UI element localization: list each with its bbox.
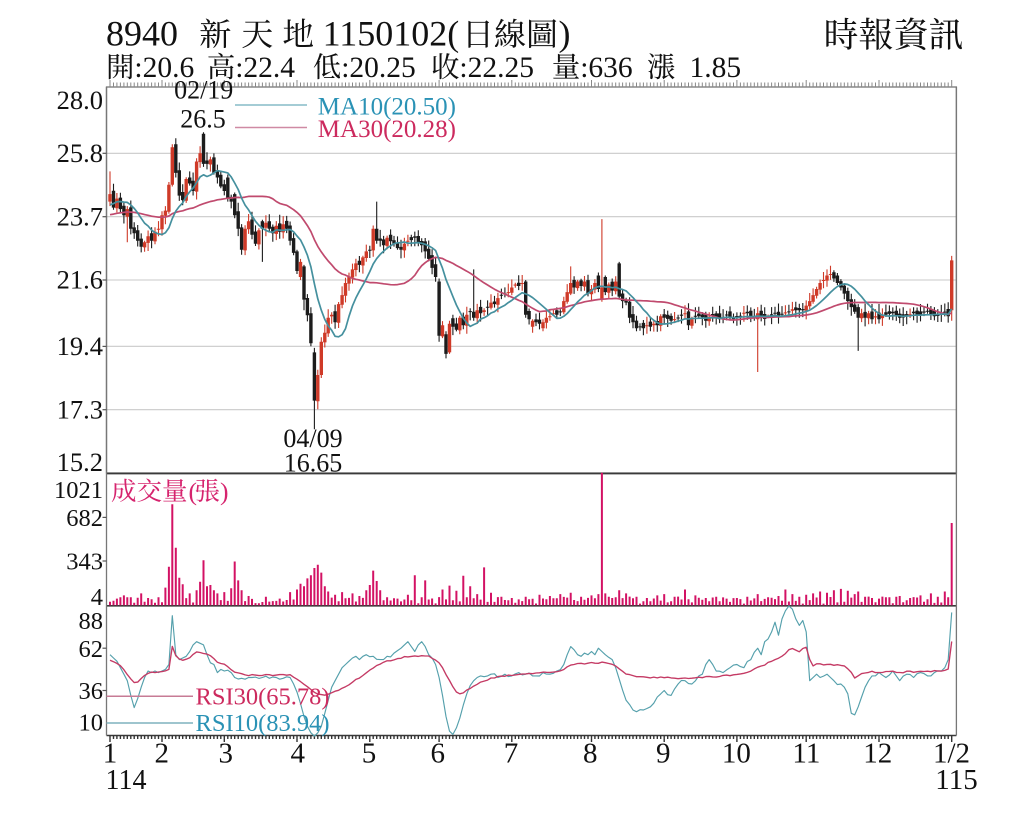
svg-text:1: 1 (103, 738, 118, 770)
svg-text:1.85: 1.85 (690, 52, 742, 84)
svg-text:4: 4 (91, 584, 103, 611)
svg-text:36: 36 (79, 678, 104, 705)
svg-text:MA10(20.50): MA10(20.50) (318, 94, 456, 121)
svg-text:(: ( (189, 477, 198, 506)
svg-text:114: 114 (106, 765, 147, 796)
svg-text:2: 2 (155, 738, 170, 770)
svg-text::20.6: :20.6 (134, 52, 194, 84)
svg-text:12: 12 (863, 738, 892, 770)
svg-text:17.3: 17.3 (57, 394, 103, 424)
svg-text:10: 10 (722, 738, 751, 770)
svg-text:343: 343 (66, 549, 103, 576)
svg-text:4: 4 (290, 738, 305, 770)
svg-text:1150102(: 1150102( (323, 14, 460, 54)
svg-text:25.8: 25.8 (57, 138, 103, 168)
svg-text:RSI10(83.94): RSI10(83.94) (196, 710, 330, 737)
svg-text:RSI30(65.78): RSI30(65.78) (196, 684, 330, 711)
svg-text:62: 62 (79, 636, 104, 663)
svg-text:21.6: 21.6 (57, 265, 103, 295)
svg-text:19.4: 19.4 (57, 331, 103, 361)
svg-text:8940: 8940 (106, 14, 178, 54)
svg-text:682: 682 (66, 505, 103, 532)
svg-text:04/09: 04/09 (283, 424, 342, 453)
svg-text:9: 9 (656, 738, 671, 770)
svg-text:16.65: 16.65 (284, 449, 343, 478)
svg-text:1021: 1021 (54, 477, 103, 504)
svg-text:): ) (559, 14, 571, 54)
svg-text::22.25: :22.25 (459, 52, 534, 84)
svg-text:): ) (220, 477, 229, 506)
svg-text:8: 8 (583, 738, 598, 770)
svg-text:5: 5 (362, 738, 377, 770)
svg-text::636: :636 (580, 52, 632, 84)
svg-text:10: 10 (79, 709, 104, 736)
svg-text:3: 3 (219, 738, 234, 770)
svg-text::22.4: :22.4 (235, 52, 295, 84)
svg-text:7: 7 (504, 738, 519, 770)
svg-text:11: 11 (792, 738, 820, 770)
svg-text:26.5: 26.5 (180, 105, 226, 134)
svg-text:1/2: 1/2 (933, 738, 970, 770)
svg-text:28.0: 28.0 (57, 85, 103, 115)
svg-text:6: 6 (431, 738, 446, 770)
svg-text:15.2: 15.2 (57, 447, 103, 477)
svg-text:02/19: 02/19 (174, 76, 233, 105)
svg-text:88: 88 (79, 608, 104, 635)
svg-text:115: 115 (935, 764, 977, 796)
svg-text:23.7: 23.7 (57, 201, 103, 231)
svg-text:MA30(20.28): MA30(20.28) (318, 116, 456, 143)
svg-text::20.25: :20.25 (341, 52, 416, 84)
